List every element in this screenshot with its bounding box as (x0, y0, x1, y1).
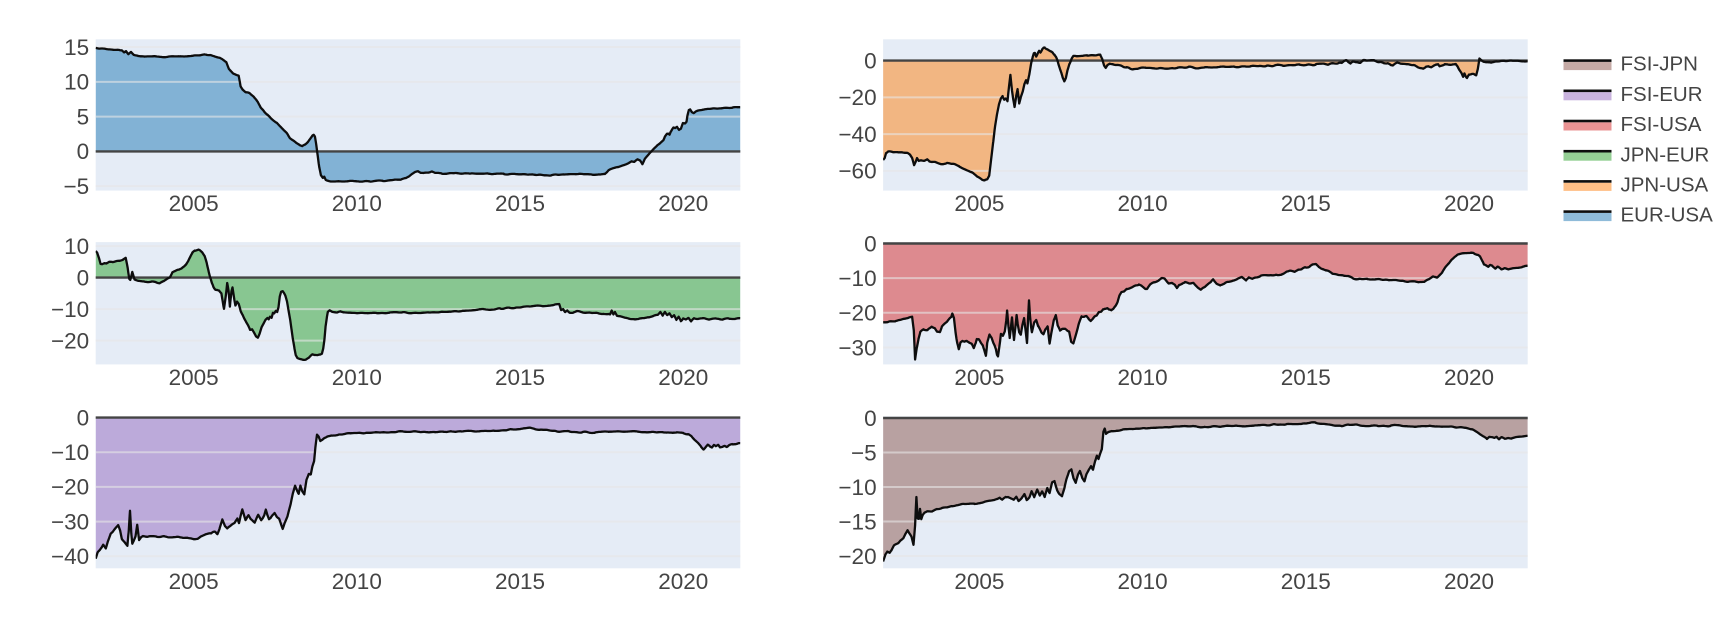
svg-text:−5: −5 (64, 174, 90, 199)
svg-text:2010: 2010 (1118, 569, 1168, 594)
svg-text:0: 0 (77, 405, 90, 430)
svg-text:2005: 2005 (169, 569, 219, 594)
svg-text:FSI-EUR: FSI-EUR (1621, 83, 1703, 106)
svg-text:2015: 2015 (495, 569, 545, 594)
svg-text:2005: 2005 (169, 191, 219, 216)
svg-text:FSI-JPN: FSI-JPN (1621, 53, 1698, 76)
svg-text:−15: −15 (838, 509, 876, 534)
svg-text:5: 5 (77, 104, 90, 129)
svg-text:2020: 2020 (1444, 569, 1494, 594)
svg-text:2020: 2020 (1444, 191, 1494, 216)
svg-text:−20: −20 (51, 475, 89, 500)
svg-text:0: 0 (864, 231, 877, 256)
svg-text:2005: 2005 (954, 365, 1004, 390)
svg-text:−20: −20 (838, 85, 876, 110)
svg-text:−10: −10 (51, 297, 89, 322)
svg-text:−30: −30 (838, 335, 876, 360)
svg-text:2005: 2005 (954, 191, 1004, 216)
svg-text:−10: −10 (838, 266, 876, 291)
svg-text:−20: −20 (838, 544, 876, 569)
svg-text:0: 0 (77, 265, 90, 290)
svg-text:2005: 2005 (954, 569, 1004, 594)
svg-text:2015: 2015 (495, 191, 545, 216)
svg-text:2015: 2015 (495, 365, 545, 390)
svg-text:2015: 2015 (1281, 191, 1331, 216)
svg-text:2020: 2020 (658, 569, 708, 594)
svg-text:−10: −10 (51, 440, 89, 465)
svg-text:0: 0 (77, 139, 90, 164)
svg-text:−20: −20 (838, 301, 876, 326)
svg-text:EUR-USA: EUR-USA (1621, 204, 1714, 227)
svg-text:2010: 2010 (1118, 191, 1168, 216)
svg-text:2020: 2020 (658, 365, 708, 390)
svg-text:−60: −60 (838, 159, 876, 184)
svg-text:10: 10 (64, 70, 89, 95)
svg-text:0: 0 (864, 48, 877, 73)
svg-text:JPN-USA: JPN-USA (1621, 174, 1709, 197)
svg-text:2005: 2005 (169, 365, 219, 390)
svg-text:2015: 2015 (1281, 569, 1331, 594)
svg-text:2010: 2010 (332, 365, 382, 390)
svg-text:10: 10 (64, 234, 89, 259)
svg-text:2010: 2010 (332, 191, 382, 216)
svg-text:−10: −10 (838, 475, 876, 500)
svg-text:−40: −40 (838, 122, 876, 147)
svg-text:0: 0 (864, 406, 877, 431)
svg-text:2015: 2015 (1281, 365, 1331, 390)
svg-text:2020: 2020 (658, 191, 708, 216)
svg-text:JPN-EUR: JPN-EUR (1621, 143, 1710, 166)
svg-text:−40: −40 (51, 544, 89, 569)
svg-text:−30: −30 (51, 509, 89, 534)
svg-text:2020: 2020 (1444, 365, 1494, 390)
svg-text:2010: 2010 (332, 569, 382, 594)
svg-text:FSI-USA: FSI-USA (1621, 113, 1702, 136)
svg-text:2010: 2010 (1118, 365, 1168, 390)
svg-text:−5: −5 (851, 440, 877, 465)
svg-text:15: 15 (64, 35, 89, 60)
svg-text:−20: −20 (51, 328, 89, 353)
